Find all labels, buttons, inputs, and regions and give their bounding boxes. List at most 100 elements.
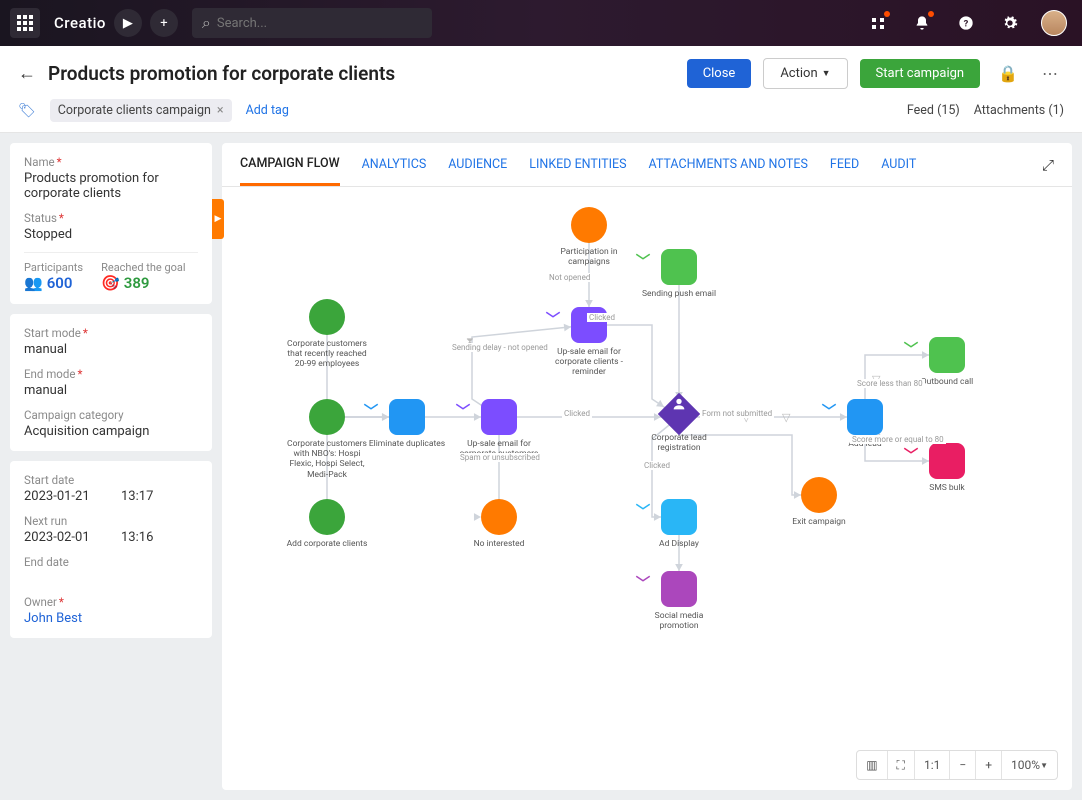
add-tag-link[interactable]: Add tag <box>246 103 289 118</box>
participants-value: 👥600 <box>24 274 83 292</box>
owner-value[interactable]: John Best <box>24 611 198 626</box>
flow-node-label: Eliminate duplicates <box>369 439 445 449</box>
nextrun-label: Next run <box>24 514 198 528</box>
back-arrow-icon[interactable]: ← <box>18 63 36 84</box>
start-campaign-button[interactable]: Start campaign <box>860 59 981 88</box>
app-launcher-button[interactable] <box>10 8 40 38</box>
edge-label: Form not submitted <box>700 409 774 418</box>
apps-icon[interactable] <box>864 9 892 37</box>
edge-label: Not opened <box>547 273 592 282</box>
zoom-out-button[interactable]: − <box>950 751 976 779</box>
startdate-date: 2023-01-21 <box>24 489 101 504</box>
search-input[interactable] <box>217 16 422 31</box>
flow-node-n3[interactable]: Sending push email <box>634 249 724 299</box>
expand-icon[interactable]: ⤢ <box>1042 156 1054 174</box>
flow-node-n6[interactable]: Eliminate duplicates <box>362 399 452 449</box>
enddate-label: End date <box>24 555 198 569</box>
tag-icon: 🏷 <box>18 103 36 119</box>
flow-node-n7[interactable]: Up-sale email for corporate customers <box>454 399 544 459</box>
tag-remove-icon[interactable]: × <box>217 103 224 118</box>
zoom-value[interactable]: 100% ▼ <box>1002 751 1057 779</box>
summary-card: Name Products promotion for corporate cl… <box>10 143 212 304</box>
flow-node-label: Sending push email <box>642 289 716 299</box>
global-search[interactable]: ⌕ <box>192 8 432 38</box>
goal-value: 🎯389 <box>101 274 186 292</box>
page-title: Products promotion for corporate clients <box>48 62 675 85</box>
flow-node-n5[interactable]: Corporate customers with NBO's: Hospi Fl… <box>282 399 372 480</box>
flow-node-label: Corporate customers that recently reache… <box>283 339 371 370</box>
filter-icon: ▽ <box>782 411 790 424</box>
add-button[interactable]: + <box>150 9 178 37</box>
play-button[interactable]: ▶ <box>114 9 142 37</box>
tab-audit[interactable]: AUDIT <box>881 145 916 184</box>
category-value: Acquisition campaign <box>24 424 198 439</box>
flow-node-n11[interactable]: SMS bulk <box>902 443 992 493</box>
zoom-scale[interactable]: 1:1 <box>915 751 950 779</box>
help-icon[interactable]: ? <box>952 9 980 37</box>
tab-analytics[interactable]: ANALYTICS <box>362 145 427 184</box>
flow-node-n12[interactable]: Add corporate clients <box>282 499 372 549</box>
flow-node-label: Up-sale email for corporate clients - re… <box>545 347 633 378</box>
edge-label: Clicked <box>562 409 592 418</box>
flow-node-n15[interactable]: Exit campaign <box>774 477 864 527</box>
edge-label: Spam or unsubscribed <box>458 453 542 462</box>
flow-node-n16[interactable]: Social media promotion <box>634 571 724 631</box>
startdate-label: Start date <box>24 473 198 487</box>
flow-node-n14[interactable]: Ad Display <box>634 499 724 549</box>
edge-label: Sending delay - not opened <box>450 343 550 352</box>
gear-icon[interactable] <box>996 9 1024 37</box>
endmode-label: End mode <box>24 367 198 381</box>
user-avatar[interactable] <box>1040 9 1068 37</box>
flow-node-n8[interactable]: Corporate lead registration <box>634 399 724 453</box>
fit-screen-icon[interactable]: ⛶ <box>888 751 915 779</box>
tab-attachments[interactable]: ATTACHMENTS AND NOTES <box>649 145 808 184</box>
flow-node-label: Corporate lead registration <box>635 433 723 453</box>
bell-icon[interactable] <box>908 9 936 37</box>
lock-icon[interactable]: 🔒 <box>992 64 1024 83</box>
edge-label: Score less than 80 <box>855 379 925 388</box>
tab-audience[interactable]: AUDIENCE <box>448 145 507 184</box>
participants-label: Participants <box>24 261 83 274</box>
tag-chip[interactable]: Corporate clients campaign× <box>50 99 232 122</box>
flow-node-label: Social media promotion <box>635 611 723 631</box>
feed-link[interactable]: Feed (15) <box>907 103 960 118</box>
attachments-link[interactable]: Attachments (1) <box>974 103 1064 118</box>
chevron-down-icon: ▼ <box>822 68 831 79</box>
flow-node-n1[interactable]: Participation in campaigns <box>544 207 634 267</box>
edge-label: Score more or equal to 80 <box>850 435 946 444</box>
people-icon: 👥 <box>24 274 43 292</box>
zoom-in-button[interactable]: + <box>976 751 1002 779</box>
nextrun-time: 13:16 <box>121 530 198 545</box>
campaign-diagram[interactable]: ▽▽▽▽⧗Participation in campaignsCorporate… <box>222 187 1072 790</box>
main-area: ▶ CAMPAIGN FLOW ANALYTICS AUDIENCE LINKE… <box>222 143 1072 790</box>
zoom-toolbar: ▥ ⛶ 1:1 − + 100% ▼ <box>856 750 1058 780</box>
tab-feed[interactable]: FEED <box>830 145 859 184</box>
more-menu-icon[interactable]: ⋯ <box>1036 64 1064 83</box>
edge-label: Clicked <box>642 461 672 470</box>
flow-node-label: Exit campaign <box>792 517 845 527</box>
search-icon: ⌕ <box>202 13 211 33</box>
action-menu-button[interactable]: Action▼ <box>763 58 847 89</box>
flow-node-n2[interactable]: Corporate customers that recently reache… <box>282 299 372 370</box>
mode-card: Start mode manual End mode manual Campai… <box>10 314 212 451</box>
category-label: Campaign category <box>24 408 198 422</box>
name-label: Name <box>24 155 198 169</box>
startmode-label: Start mode <box>24 326 198 340</box>
flow-node-label: SMS bulk <box>929 483 964 493</box>
flow-node-label: No interested <box>474 539 525 549</box>
flow-node-n13[interactable]: No interested <box>454 499 544 549</box>
tab-bar: CAMPAIGN FLOW ANALYTICS AUDIENCE LINKED … <box>222 143 1072 187</box>
owner-label: Owner <box>24 595 198 609</box>
status-label: Status <box>24 211 198 225</box>
flow-node-label: Participation in campaigns <box>545 247 633 267</box>
tab-linked-entities[interactable]: LINKED ENTITIES <box>529 145 626 184</box>
dates-card: Start date 2023-01-2113:17 Next run 2023… <box>10 461 212 638</box>
tab-campaign-flow[interactable]: CAMPAIGN FLOW <box>240 144 340 186</box>
left-panel: Name Products promotion for corporate cl… <box>0 133 222 800</box>
flow-node-label: Outbound call <box>921 377 973 387</box>
panel-layout-icon[interactable]: ▥ <box>857 751 887 779</box>
goal-label: Reached the goal <box>101 261 186 274</box>
close-button[interactable]: Close <box>687 59 752 88</box>
startdate-time: 13:17 <box>121 489 198 504</box>
brand-logo: Creatio <box>54 14 106 32</box>
